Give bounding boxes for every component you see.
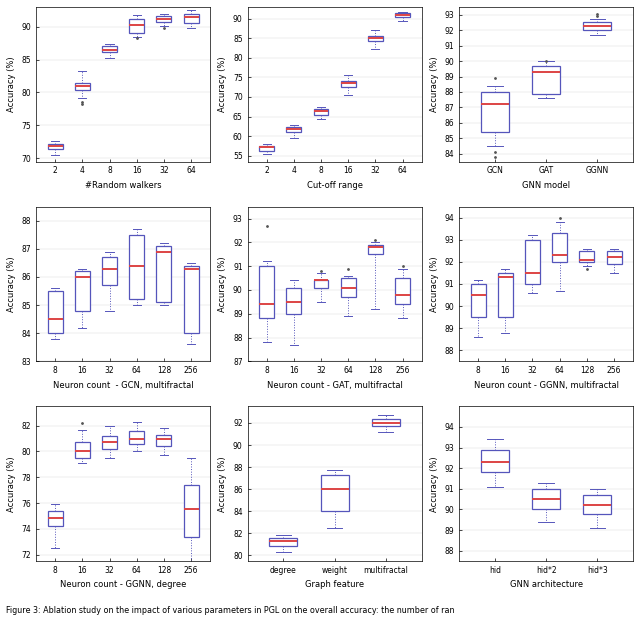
X-axis label: GNN model: GNN model — [522, 181, 570, 190]
PathPatch shape — [102, 436, 117, 449]
PathPatch shape — [481, 92, 509, 132]
Y-axis label: Accuracy (%): Accuracy (%) — [430, 456, 439, 512]
X-axis label: Graph feature: Graph feature — [305, 580, 364, 590]
PathPatch shape — [184, 266, 198, 333]
PathPatch shape — [340, 80, 356, 87]
PathPatch shape — [269, 538, 298, 546]
PathPatch shape — [47, 291, 63, 333]
PathPatch shape — [372, 418, 400, 426]
PathPatch shape — [314, 109, 328, 116]
PathPatch shape — [102, 46, 117, 53]
Y-axis label: Accuracy (%): Accuracy (%) — [218, 456, 227, 512]
PathPatch shape — [532, 66, 560, 93]
PathPatch shape — [607, 251, 621, 264]
PathPatch shape — [314, 281, 328, 287]
Y-axis label: Accuracy (%): Accuracy (%) — [218, 56, 227, 112]
PathPatch shape — [259, 145, 274, 151]
PathPatch shape — [156, 16, 172, 22]
PathPatch shape — [579, 251, 595, 262]
PathPatch shape — [75, 442, 90, 458]
Y-axis label: Accuracy (%): Accuracy (%) — [218, 256, 227, 312]
Y-axis label: Accuracy (%): Accuracy (%) — [7, 256, 16, 312]
PathPatch shape — [481, 450, 509, 472]
PathPatch shape — [498, 273, 513, 317]
X-axis label: Neuron count  - GCN, multifractal: Neuron count - GCN, multifractal — [52, 381, 193, 390]
PathPatch shape — [525, 240, 540, 284]
PathPatch shape — [395, 278, 410, 304]
Y-axis label: Accuracy (%): Accuracy (%) — [7, 456, 16, 512]
X-axis label: Cut-off range: Cut-off range — [307, 181, 363, 190]
PathPatch shape — [470, 284, 486, 317]
PathPatch shape — [321, 475, 349, 511]
PathPatch shape — [340, 278, 356, 297]
PathPatch shape — [532, 489, 560, 509]
PathPatch shape — [102, 257, 117, 286]
PathPatch shape — [286, 127, 301, 132]
X-axis label: #Random walkers: #Random walkers — [84, 181, 161, 190]
PathPatch shape — [583, 495, 611, 514]
X-axis label: GNN architecture: GNN architecture — [509, 580, 582, 590]
PathPatch shape — [129, 235, 144, 300]
PathPatch shape — [75, 83, 90, 90]
X-axis label: Neuron count - GGNN, degree: Neuron count - GGNN, degree — [60, 580, 186, 590]
PathPatch shape — [156, 246, 172, 302]
PathPatch shape — [129, 19, 144, 33]
PathPatch shape — [184, 485, 198, 536]
PathPatch shape — [129, 431, 144, 444]
Text: Figure 3: Ablation study on the impact of various parameters in PGL on the overa: Figure 3: Ablation study on the impact o… — [6, 606, 455, 615]
PathPatch shape — [583, 22, 611, 30]
PathPatch shape — [47, 145, 63, 149]
PathPatch shape — [368, 35, 383, 41]
X-axis label: Neuron count - GAT, multifractal: Neuron count - GAT, multifractal — [267, 381, 403, 390]
PathPatch shape — [184, 14, 198, 23]
Y-axis label: Accuracy (%): Accuracy (%) — [430, 56, 439, 112]
Y-axis label: Accuracy (%): Accuracy (%) — [430, 256, 439, 312]
PathPatch shape — [259, 266, 274, 318]
Y-axis label: Accuracy (%): Accuracy (%) — [7, 56, 16, 112]
X-axis label: Neuron count - GGNN, multifractal: Neuron count - GGNN, multifractal — [474, 381, 619, 390]
PathPatch shape — [286, 287, 301, 314]
PathPatch shape — [552, 233, 567, 262]
PathPatch shape — [368, 245, 383, 254]
PathPatch shape — [75, 271, 90, 311]
PathPatch shape — [47, 510, 63, 526]
PathPatch shape — [156, 434, 172, 446]
PathPatch shape — [395, 13, 410, 17]
